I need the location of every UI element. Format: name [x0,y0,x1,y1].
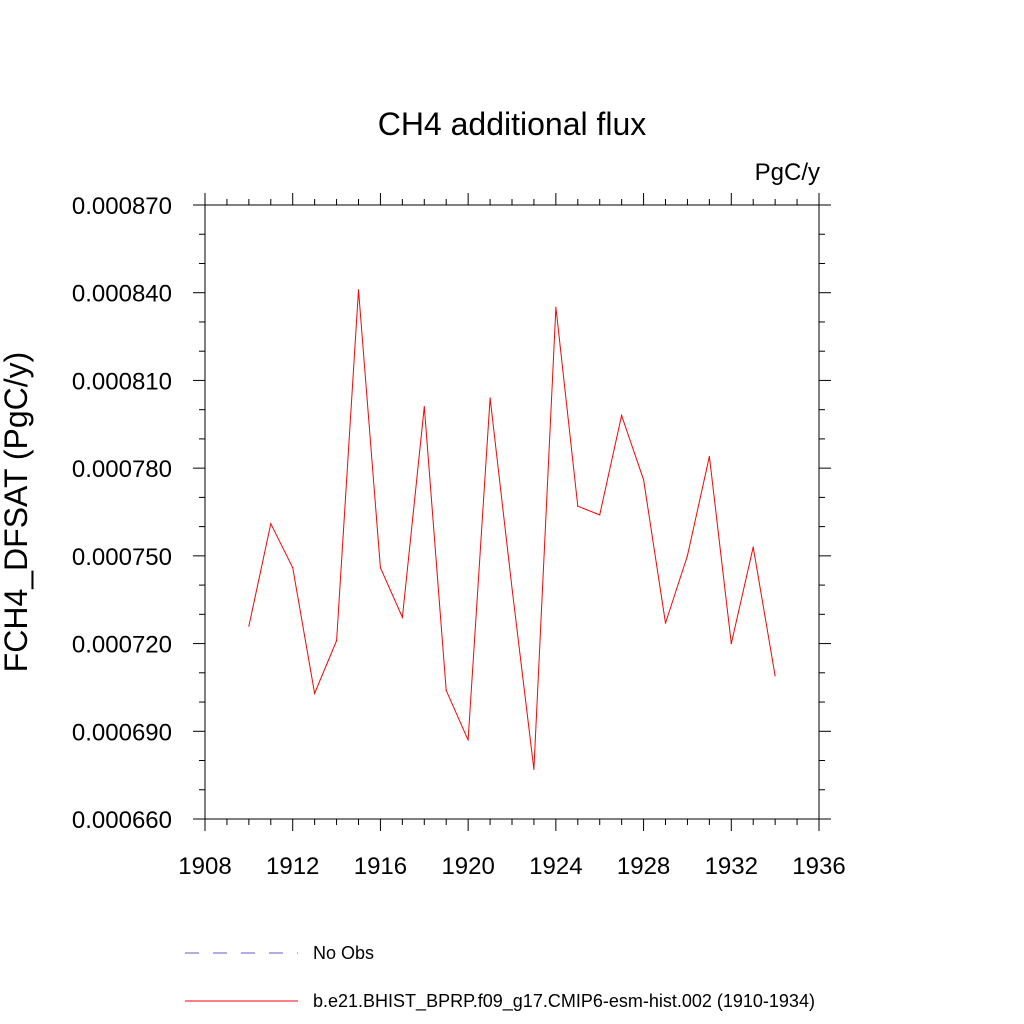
x-tick-label: 1932 [705,853,758,880]
data-point [445,689,447,691]
x-tick-label: 1912 [266,853,319,880]
data-point [752,546,754,548]
data-point [270,523,272,525]
data-point [357,289,360,291]
y-tick-label: 0.000690 [72,719,172,746]
data-point [599,514,601,516]
x-tick-label: 1920 [441,853,494,880]
y-tick-label: 0.000840 [72,281,172,308]
data-point [664,622,667,624]
series-line [248,289,776,770]
legend: No Obs b.e21.BHIST_BPRP.f09_g17.CMIP6-es… [185,943,815,1012]
x-tick-label: 1928 [617,853,670,880]
data-point [686,555,689,557]
data-point [489,397,491,399]
data-point [642,479,645,481]
y-axis-label: FCH4_DFSAT (PgC/y) [0,352,34,673]
data-point [555,306,557,308]
legend-label-no-obs: No Obs [313,943,374,963]
y-tick-label: 0.000720 [72,632,172,659]
x-tick-label: 1924 [529,853,582,880]
data-point [708,455,710,458]
series-layer [248,289,776,770]
y-tick-label: 0.000870 [72,193,172,220]
plot-frame [204,204,820,820]
data-point [467,739,469,741]
y-tick-label: 0.000780 [72,456,172,483]
x-tick-label: 1936 [792,853,845,880]
data-point [423,406,425,408]
y-tick-label: 0.000750 [72,544,172,571]
x-tick-label: 1916 [354,853,407,880]
data-point [577,505,579,507]
chart-title: CH4 additional flux [378,106,647,142]
data-point [335,640,338,642]
axis-ticks: 1908 1912 1916 1920 1924 1928 1932 1936 0.000660… [72,193,846,880]
y-tick-label: 0.000660 [72,807,172,834]
data-point [314,692,316,694]
data-point [248,625,250,627]
units-label: PgC/y [755,159,820,186]
data-point [730,642,732,645]
data-point [292,566,294,569]
data-point [621,414,623,417]
data-point [774,675,776,677]
y-tick-label: 0.000810 [72,368,172,395]
data-point [511,587,513,589]
data-point [401,616,403,618]
legend-label-model: b.e21.BHIST_BPRP.f09_g17.CMIP6-esm-hist.… [313,991,815,1012]
x-tick-label: 1908 [178,853,231,880]
data-point [379,566,382,569]
data-point [533,768,535,770]
